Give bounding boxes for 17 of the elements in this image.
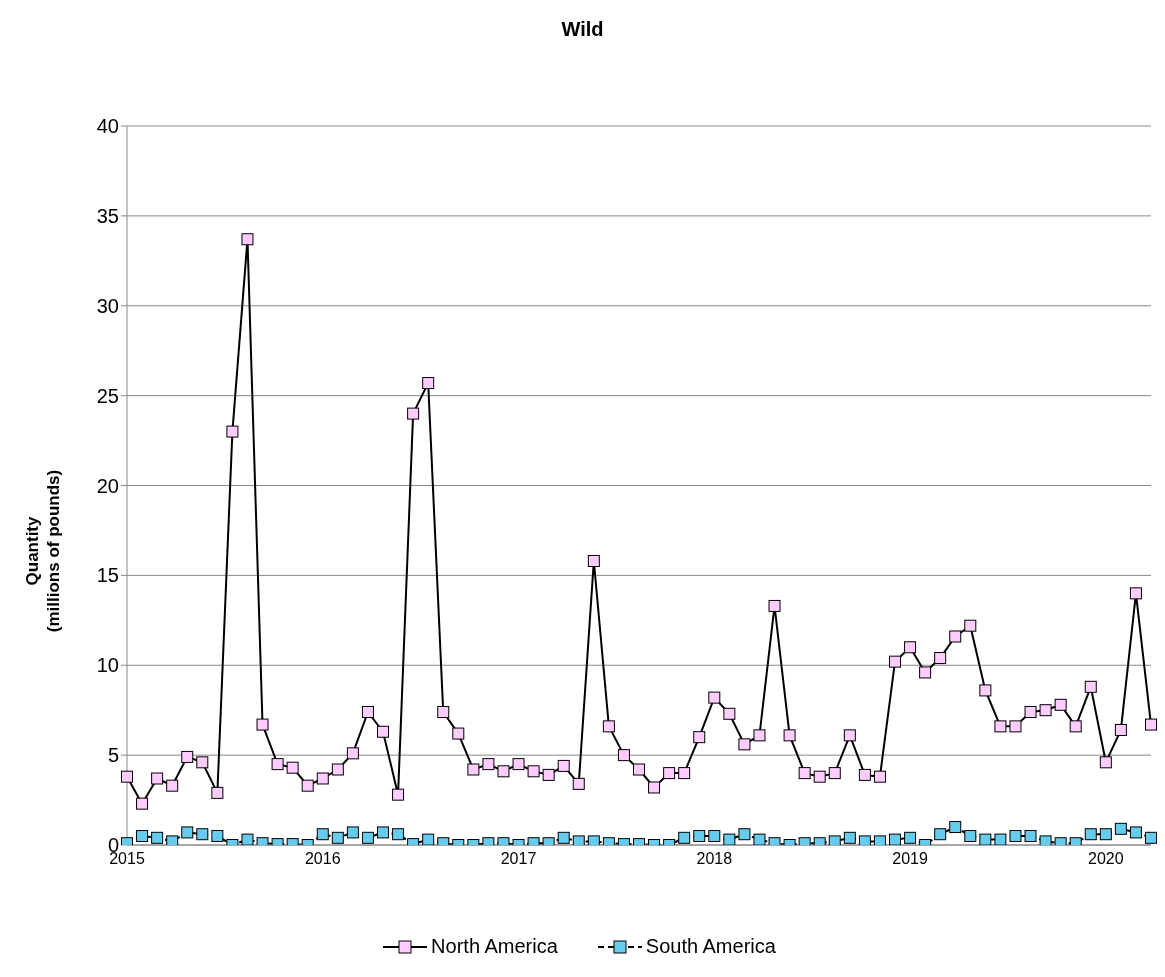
y-tick-label: 5: [107, 744, 119, 767]
x-tick-label: 2018: [696, 850, 733, 868]
x-tick-label: 2019: [892, 850, 928, 868]
y-tick-label: 25: [96, 384, 119, 407]
chart-title: Wild: [560, 17, 605, 42]
x-tick-label: 2016: [304, 850, 341, 868]
y-tick-label: 30: [96, 294, 119, 317]
y-tick-label: 35: [96, 204, 119, 227]
y-tick-label: 10: [96, 654, 119, 677]
y-tick-label: 40: [96, 115, 119, 138]
y-axis-title: Quantity (millions of pounds): [23, 469, 63, 633]
legend-label: South America: [645, 935, 776, 958]
x-tick-label: 2017: [500, 850, 537, 868]
y-tick-label: 15: [96, 564, 119, 587]
legend-label: North America: [431, 935, 558, 958]
x-tick-label: 2020: [1088, 850, 1124, 868]
y-tick-label: 20: [96, 474, 119, 497]
